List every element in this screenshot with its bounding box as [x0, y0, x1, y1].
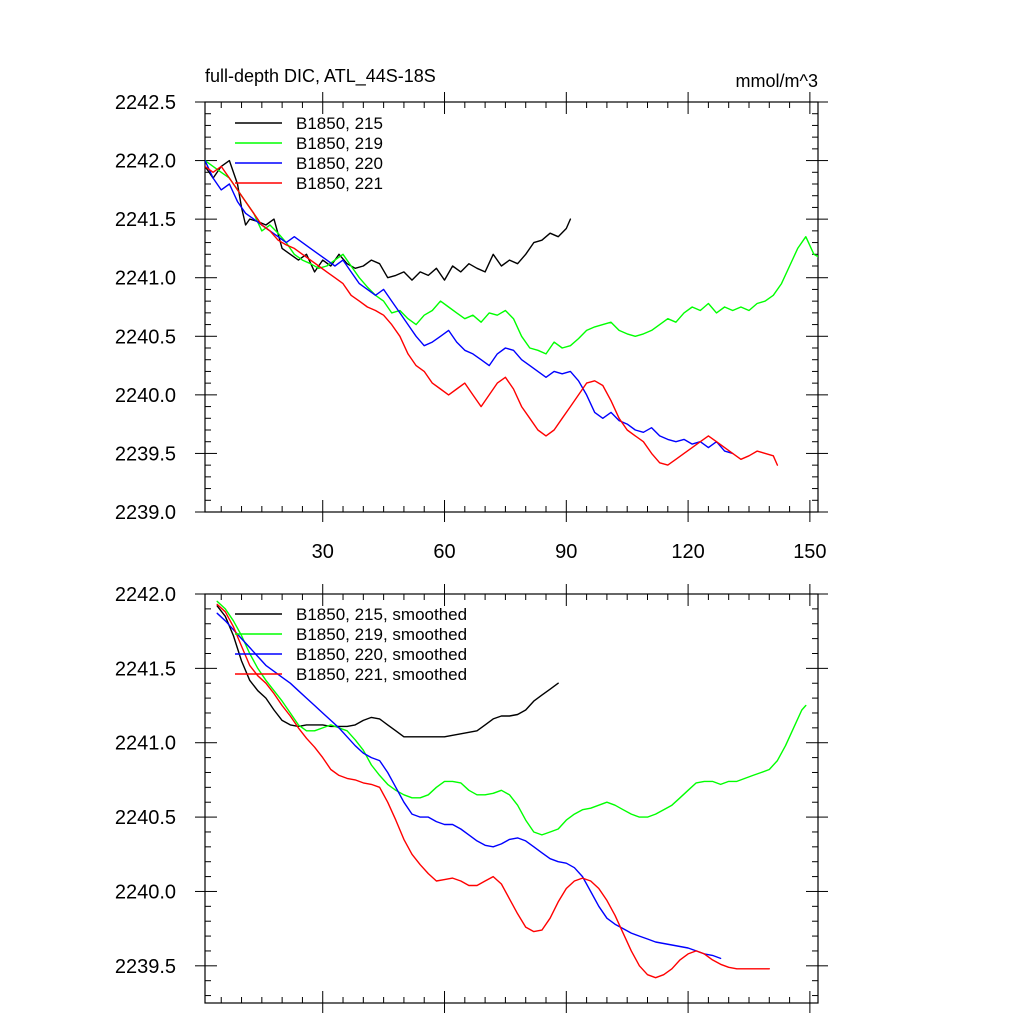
x-tick-label: 30 [312, 541, 334, 563]
legend-label: B1850, 221 [296, 174, 383, 193]
legend-label: B1850, 215, smoothed [296, 605, 467, 624]
y-tick-label: 2242.0 [115, 151, 176, 173]
x-tick-label: 150 [793, 541, 826, 563]
series-line-b1850-215-smoothed [216, 605, 559, 738]
y-tick-label: 2240.5 [115, 807, 176, 829]
series-line-b1850-220-smoothed [216, 612, 722, 960]
y-tick-label: 2239.5 [115, 956, 176, 978]
y-tick-label: 2240.5 [115, 326, 176, 348]
y-tick-label: 2241.0 [115, 268, 176, 290]
legend-label: B1850, 220 [296, 154, 383, 173]
y-tick-label: 2241.0 [115, 733, 176, 755]
y-tick-label: 2240.0 [115, 385, 176, 407]
bottom-panel: 2239.5 2240.0 2240.5 2241.0 2241.5 2242.0 B185… [115, 584, 828, 1013]
x-tick-label: 60 [433, 541, 455, 563]
series-line-b1850-219 [205, 159, 818, 355]
legend-label: B1850, 221, smoothed [296, 665, 467, 684]
series-line-b1850-221 [205, 165, 779, 466]
y-tick-label: 2242.5 [115, 92, 176, 114]
series-line-b1850-221-smoothed [216, 603, 770, 979]
y-tick-label: 2242.0 [115, 584, 176, 606]
plot-frame [204, 101, 819, 513]
y-tick-label: 2241.5 [115, 658, 176, 680]
chart-title: full-depth DIC, ATL_44S-18S [205, 66, 436, 87]
series-line-b1850-219-smoothed [216, 600, 807, 836]
x-tick-label: 120 [671, 541, 704, 563]
plot-frame [204, 593, 819, 1004]
series-group [216, 600, 807, 979]
legend-label: B1850, 219 [296, 134, 383, 153]
x-tick-label: 90 [555, 541, 577, 563]
series-group [205, 159, 818, 466]
top-panel: full-depth DIC, ATL_44S-18S mmol/m^3 30 6… [115, 66, 828, 563]
y-tick-label: 2239.0 [115, 502, 176, 524]
legend-label: B1850, 215 [296, 114, 383, 133]
legend-label: B1850, 219, smoothed [296, 625, 467, 644]
legend-label: B1850, 220, smoothed [296, 645, 467, 664]
series-line-b1850-215 [205, 159, 572, 281]
series-line-b1850-220 [205, 159, 734, 455]
y-tick-label: 2241.5 [115, 209, 176, 231]
y-tick-label: 2239.5 [115, 443, 176, 465]
y-tick-label: 2240.0 [115, 881, 176, 903]
units-label: mmol/m^3 [736, 71, 818, 91]
